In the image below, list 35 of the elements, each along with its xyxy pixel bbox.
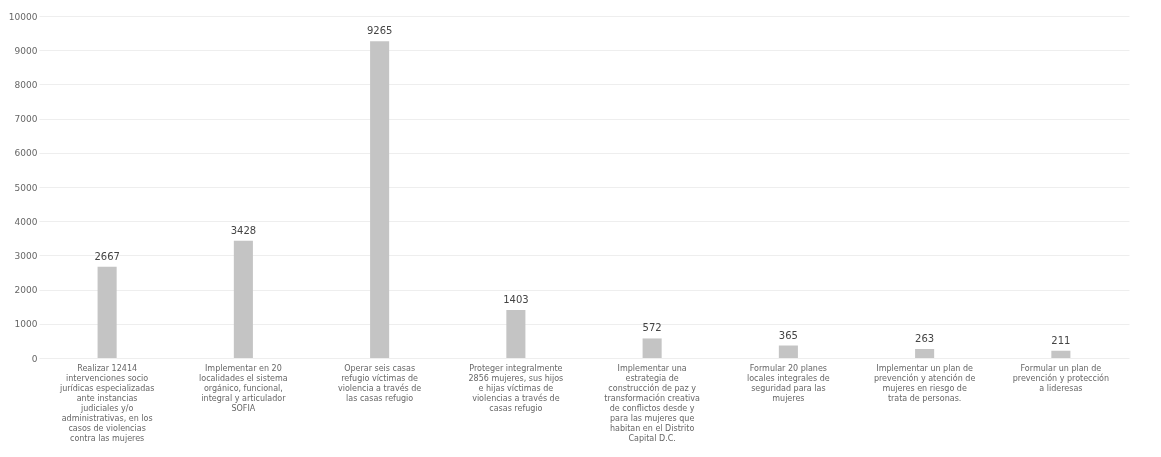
y-tick-label: 5000 — [14, 182, 38, 193]
y-tick-label: 2000 — [14, 285, 38, 296]
data-label: 3428 — [230, 224, 257, 236]
y-tick-label: 4000 — [14, 216, 38, 227]
y-tick-label: 1000 — [14, 319, 38, 330]
data-label: 365 — [778, 329, 798, 341]
x-tick-label: Operar seis casas refugio víctimas de violencia a través de las casas refugio — [337, 363, 422, 403]
data-label: 572 — [642, 322, 662, 334]
x-tick-label: Realizar 12414 intervenciones socio jurídicas especializadas ante instancias judiciales y/o administrativas, en los casos de violencias contra las mujeres — [58, 363, 155, 443]
x-tick-label: Formular 20 planes locales integrales de seguridad para las mujeres — [747, 363, 830, 403]
bar — [778, 345, 798, 358]
data-label: 9265 — [366, 25, 393, 37]
y-tick-label: 3000 — [14, 250, 38, 261]
x-tick-label: Proteger integralmente 2856 mujeres, sus hijos e hijas víctimas de violencias a través de casas refugio — [468, 363, 564, 413]
y-tick-label: 7000 — [14, 114, 38, 125]
data-label: 1403 — [503, 294, 529, 306]
y-tick-label: 10000 — [8, 11, 38, 22]
y-tick-label: 0 — [31, 353, 38, 364]
bar — [506, 310, 526, 358]
bar — [233, 240, 253, 358]
y-tick-label: 9000 — [14, 45, 38, 56]
data-label: 2667 — [94, 250, 120, 262]
x-tick-label: Implementar una estrategia de construcción de paz y transformación creativa de conflictos desde y para las mujeres que habitan en el Distrito Capital D.C. — [604, 363, 701, 443]
x-tick-label: Formular un plan de prevención y protección a lideresas — [1012, 363, 1110, 393]
y-tick-label: 6000 — [14, 148, 38, 159]
bar — [97, 266, 117, 358]
x-tick-label: Implementar un plan de prevención y atención de mujeres en riesgo de trata de personas. — [873, 363, 976, 403]
data-label: 211 — [1051, 334, 1071, 346]
bar — [915, 349, 935, 358]
bar — [642, 338, 662, 358]
data-label: 263 — [915, 333, 935, 345]
x-tick-label: Implementar en 20 localidades el sistema orgánico, funcional, integral y articulador SOFIA — [199, 363, 288, 413]
y-tick-label: 8000 — [14, 79, 38, 90]
bar — [370, 41, 390, 358]
bar — [1051, 350, 1071, 358]
